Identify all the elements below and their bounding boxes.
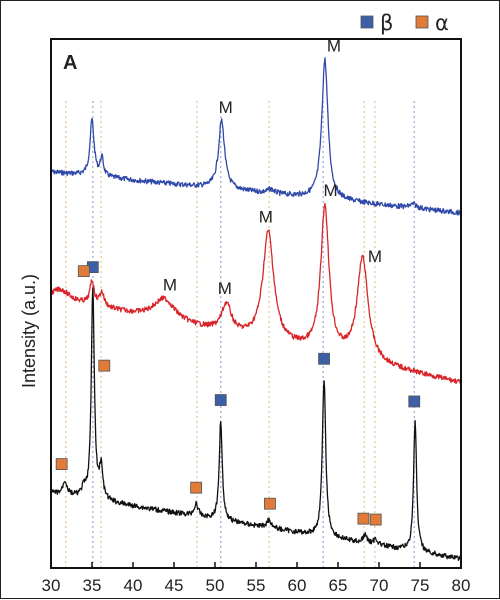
- alpha-marker: [264, 497, 276, 510]
- beta-marker: [214, 394, 227, 406]
- alpha-marker: [357, 512, 370, 525]
- diffraction-curve-1: [50, 57, 462, 216]
- peak-label-m: M: [218, 279, 232, 298]
- diffraction-curve-3: [50, 287, 461, 561]
- peak-labels: M M M M M M M: [163, 36, 382, 298]
- x-tick-label: 30: [42, 576, 61, 595]
- alpha-legend-label: α: [435, 11, 449, 35]
- x-tick-label: 75: [411, 576, 430, 595]
- peak-label-m: M: [219, 98, 233, 117]
- peak-label-m: M: [327, 36, 341, 55]
- x-tick-label: 70: [370, 576, 389, 595]
- beta-marker: [408, 395, 421, 408]
- panel-label: A: [63, 52, 77, 74]
- x-tick-label: 55: [247, 576, 266, 595]
- x-tick-label: 80: [452, 576, 471, 595]
- plot-border: [50, 38, 462, 569]
- alpha-marker: [98, 359, 111, 372]
- axes: 30 35 40 45 50 55 60 65 70 75 80: [42, 38, 471, 595]
- x-tick-label: 40: [124, 576, 143, 595]
- x-tick-label: 45: [165, 576, 184, 595]
- alpha-legend-swatch: [415, 15, 429, 29]
- peak-label-m: M: [368, 247, 382, 266]
- phase-markers: [55, 261, 421, 526]
- peak-label-m: M: [259, 208, 273, 227]
- reference-lines: [65, 101, 415, 568]
- beta-legend-swatch: [360, 15, 374, 29]
- beta-legend-label: β: [380, 11, 393, 35]
- beta-marker: [318, 352, 330, 365]
- alpha-marker: [77, 265, 90, 278]
- alpha-marker: [369, 513, 382, 526]
- x-tick-label: 35: [83, 576, 102, 595]
- alpha-marker: [190, 481, 203, 494]
- y-axis-label: Intensity (a.u.): [19, 274, 39, 388]
- diffraction-curve-2: [50, 202, 462, 385]
- alpha-marker: [55, 458, 68, 470]
- x-tick-label: 60: [288, 576, 307, 595]
- diffraction-curves: [50, 57, 462, 561]
- peak-label-m: M: [324, 181, 338, 200]
- x-tick-label: 65: [329, 576, 348, 595]
- x-tick-label: 50: [206, 576, 225, 595]
- peak-label-m: M: [163, 275, 177, 294]
